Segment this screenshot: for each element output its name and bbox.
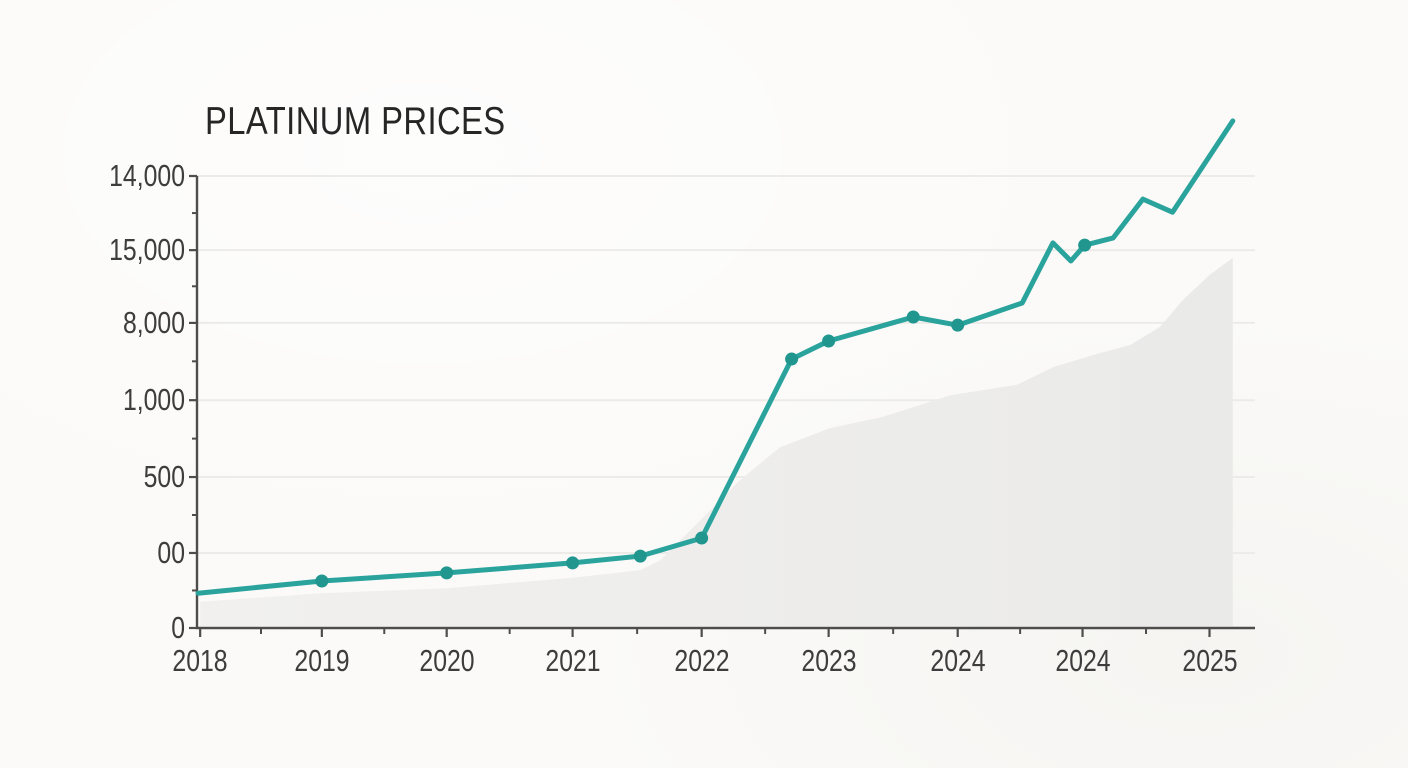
- data-point-marker: [1078, 238, 1092, 252]
- x-tick-label: 2018: [172, 643, 228, 678]
- y-tick-label: 1,000: [122, 382, 185, 418]
- y-tick-label: 500: [143, 459, 185, 495]
- background-area-silhouette: [200, 257, 1233, 626]
- y-tick-label: 0: [171, 610, 185, 645]
- y-tick-label: 15,000: [109, 232, 185, 268]
- x-tick-label: 2025: [1181, 643, 1238, 678]
- data-point-marker: [906, 310, 920, 324]
- x-tick-label: 2021: [544, 643, 601, 678]
- x-tick-label: 2024: [1054, 643, 1111, 678]
- data-point-marker: [951, 318, 965, 332]
- y-tick-label: 14,000: [109, 158, 185, 193]
- x-tick-label: 2023: [801, 643, 857, 678]
- x-tick-label: 2019: [294, 643, 350, 678]
- data-point-marker: [785, 352, 799, 366]
- x-tick-label: 2020: [419, 643, 475, 678]
- x-tick-label: 2024: [930, 643, 986, 678]
- x-tick-label: 2022: [674, 643, 730, 678]
- data-point-marker: [315, 574, 329, 588]
- data-point-marker: [566, 556, 580, 570]
- chart-title: PLATINUM PRICES: [205, 100, 506, 143]
- data-point-marker: [440, 566, 454, 580]
- data-point-marker: [822, 334, 836, 348]
- y-tick-label: 00: [157, 534, 185, 570]
- y-tick-label: 8,000: [122, 304, 185, 340]
- data-point-marker: [633, 549, 647, 563]
- data-point-marker: [695, 531, 709, 545]
- price-line: [195, 118, 1236, 596]
